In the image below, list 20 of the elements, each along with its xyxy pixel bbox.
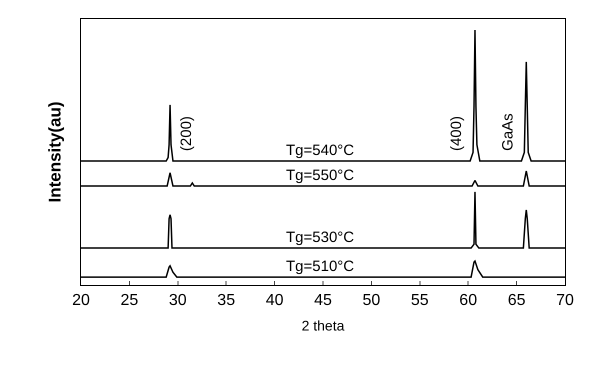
- y-axis-title: Intensity(au): [46, 101, 65, 203]
- x-tick-label: 20: [72, 292, 90, 310]
- x-axis-title: 2 theta: [302, 318, 345, 334]
- x-tick-label: 45: [314, 292, 332, 310]
- x-tick-label: 40: [266, 292, 284, 310]
- series-label: Tg=540°C: [286, 142, 354, 159]
- x-tick-label: 50: [362, 292, 380, 310]
- x-tick-label: 25: [120, 292, 138, 310]
- annotation: GaAs: [500, 113, 517, 151]
- x-tick-label: 65: [508, 292, 526, 310]
- x-tick-label: 70: [556, 292, 574, 310]
- annotation: (200): [178, 116, 196, 152]
- annotation: (400): [448, 116, 465, 152]
- series-label: Tg=550°C: [286, 167, 354, 184]
- x-tick-label: 30: [168, 292, 187, 310]
- x-tick-label: 35: [217, 292, 236, 310]
- series-label: Tg=510°C: [286, 258, 354, 275]
- x-tick-label: 60: [459, 292, 478, 310]
- series-label: Tg=530°C: [286, 229, 354, 246]
- x-tick-label: 55: [410, 292, 429, 310]
